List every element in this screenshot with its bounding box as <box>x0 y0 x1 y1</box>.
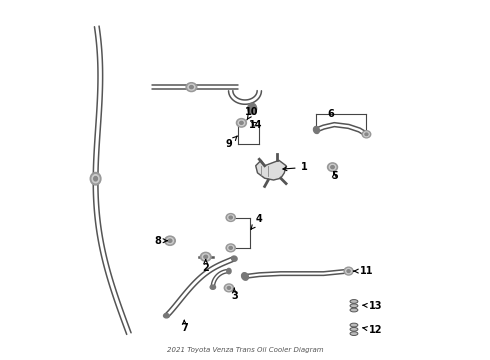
Text: 13: 13 <box>363 301 382 311</box>
Ellipse shape <box>238 120 245 126</box>
Ellipse shape <box>228 215 234 220</box>
Polygon shape <box>256 160 286 180</box>
Ellipse shape <box>90 172 101 185</box>
Text: 14: 14 <box>249 120 263 130</box>
Ellipse shape <box>168 239 172 242</box>
Ellipse shape <box>347 270 350 273</box>
Ellipse shape <box>92 175 99 183</box>
Ellipse shape <box>327 163 338 171</box>
Ellipse shape <box>229 216 232 219</box>
Text: 8: 8 <box>154 236 167 246</box>
Text: 5: 5 <box>331 171 338 181</box>
Ellipse shape <box>226 285 232 291</box>
Text: 3: 3 <box>231 288 238 301</box>
Ellipse shape <box>350 323 358 327</box>
Ellipse shape <box>164 314 169 318</box>
Text: 11: 11 <box>354 266 373 276</box>
Ellipse shape <box>202 254 209 260</box>
Text: 2: 2 <box>202 260 209 273</box>
Ellipse shape <box>200 252 211 261</box>
Ellipse shape <box>247 103 257 114</box>
Text: 7: 7 <box>181 320 188 333</box>
Text: 1: 1 <box>283 162 307 172</box>
Ellipse shape <box>242 273 248 280</box>
Ellipse shape <box>224 284 234 292</box>
Ellipse shape <box>226 213 235 221</box>
Ellipse shape <box>190 86 193 89</box>
Ellipse shape <box>186 83 197 91</box>
Ellipse shape <box>344 267 353 275</box>
Ellipse shape <box>227 287 231 289</box>
Ellipse shape <box>350 308 358 312</box>
Ellipse shape <box>226 244 235 252</box>
Ellipse shape <box>231 256 237 261</box>
Ellipse shape <box>227 269 231 274</box>
Ellipse shape <box>365 133 368 135</box>
Ellipse shape <box>331 166 334 168</box>
Ellipse shape <box>237 118 246 127</box>
Ellipse shape <box>188 84 195 90</box>
Ellipse shape <box>314 126 319 134</box>
Text: 4: 4 <box>251 214 263 229</box>
Ellipse shape <box>350 300 358 303</box>
Text: 9: 9 <box>225 136 237 149</box>
Ellipse shape <box>165 236 175 246</box>
Ellipse shape <box>329 165 336 170</box>
Ellipse shape <box>364 132 369 136</box>
Text: 6: 6 <box>327 109 334 119</box>
Ellipse shape <box>240 121 243 124</box>
Ellipse shape <box>350 332 358 336</box>
Ellipse shape <box>228 245 234 251</box>
Ellipse shape <box>94 176 98 181</box>
Text: 10: 10 <box>245 107 259 120</box>
Ellipse shape <box>345 269 351 274</box>
Ellipse shape <box>350 304 358 307</box>
Ellipse shape <box>229 247 232 249</box>
Text: 2021 Toyota Venza Trans Oil Cooler Diagram: 2021 Toyota Venza Trans Oil Cooler Diagr… <box>167 347 323 353</box>
Ellipse shape <box>167 238 173 244</box>
Ellipse shape <box>210 285 216 289</box>
Ellipse shape <box>350 328 358 331</box>
Ellipse shape <box>204 255 208 258</box>
Text: 12: 12 <box>363 325 382 335</box>
Ellipse shape <box>362 131 371 138</box>
